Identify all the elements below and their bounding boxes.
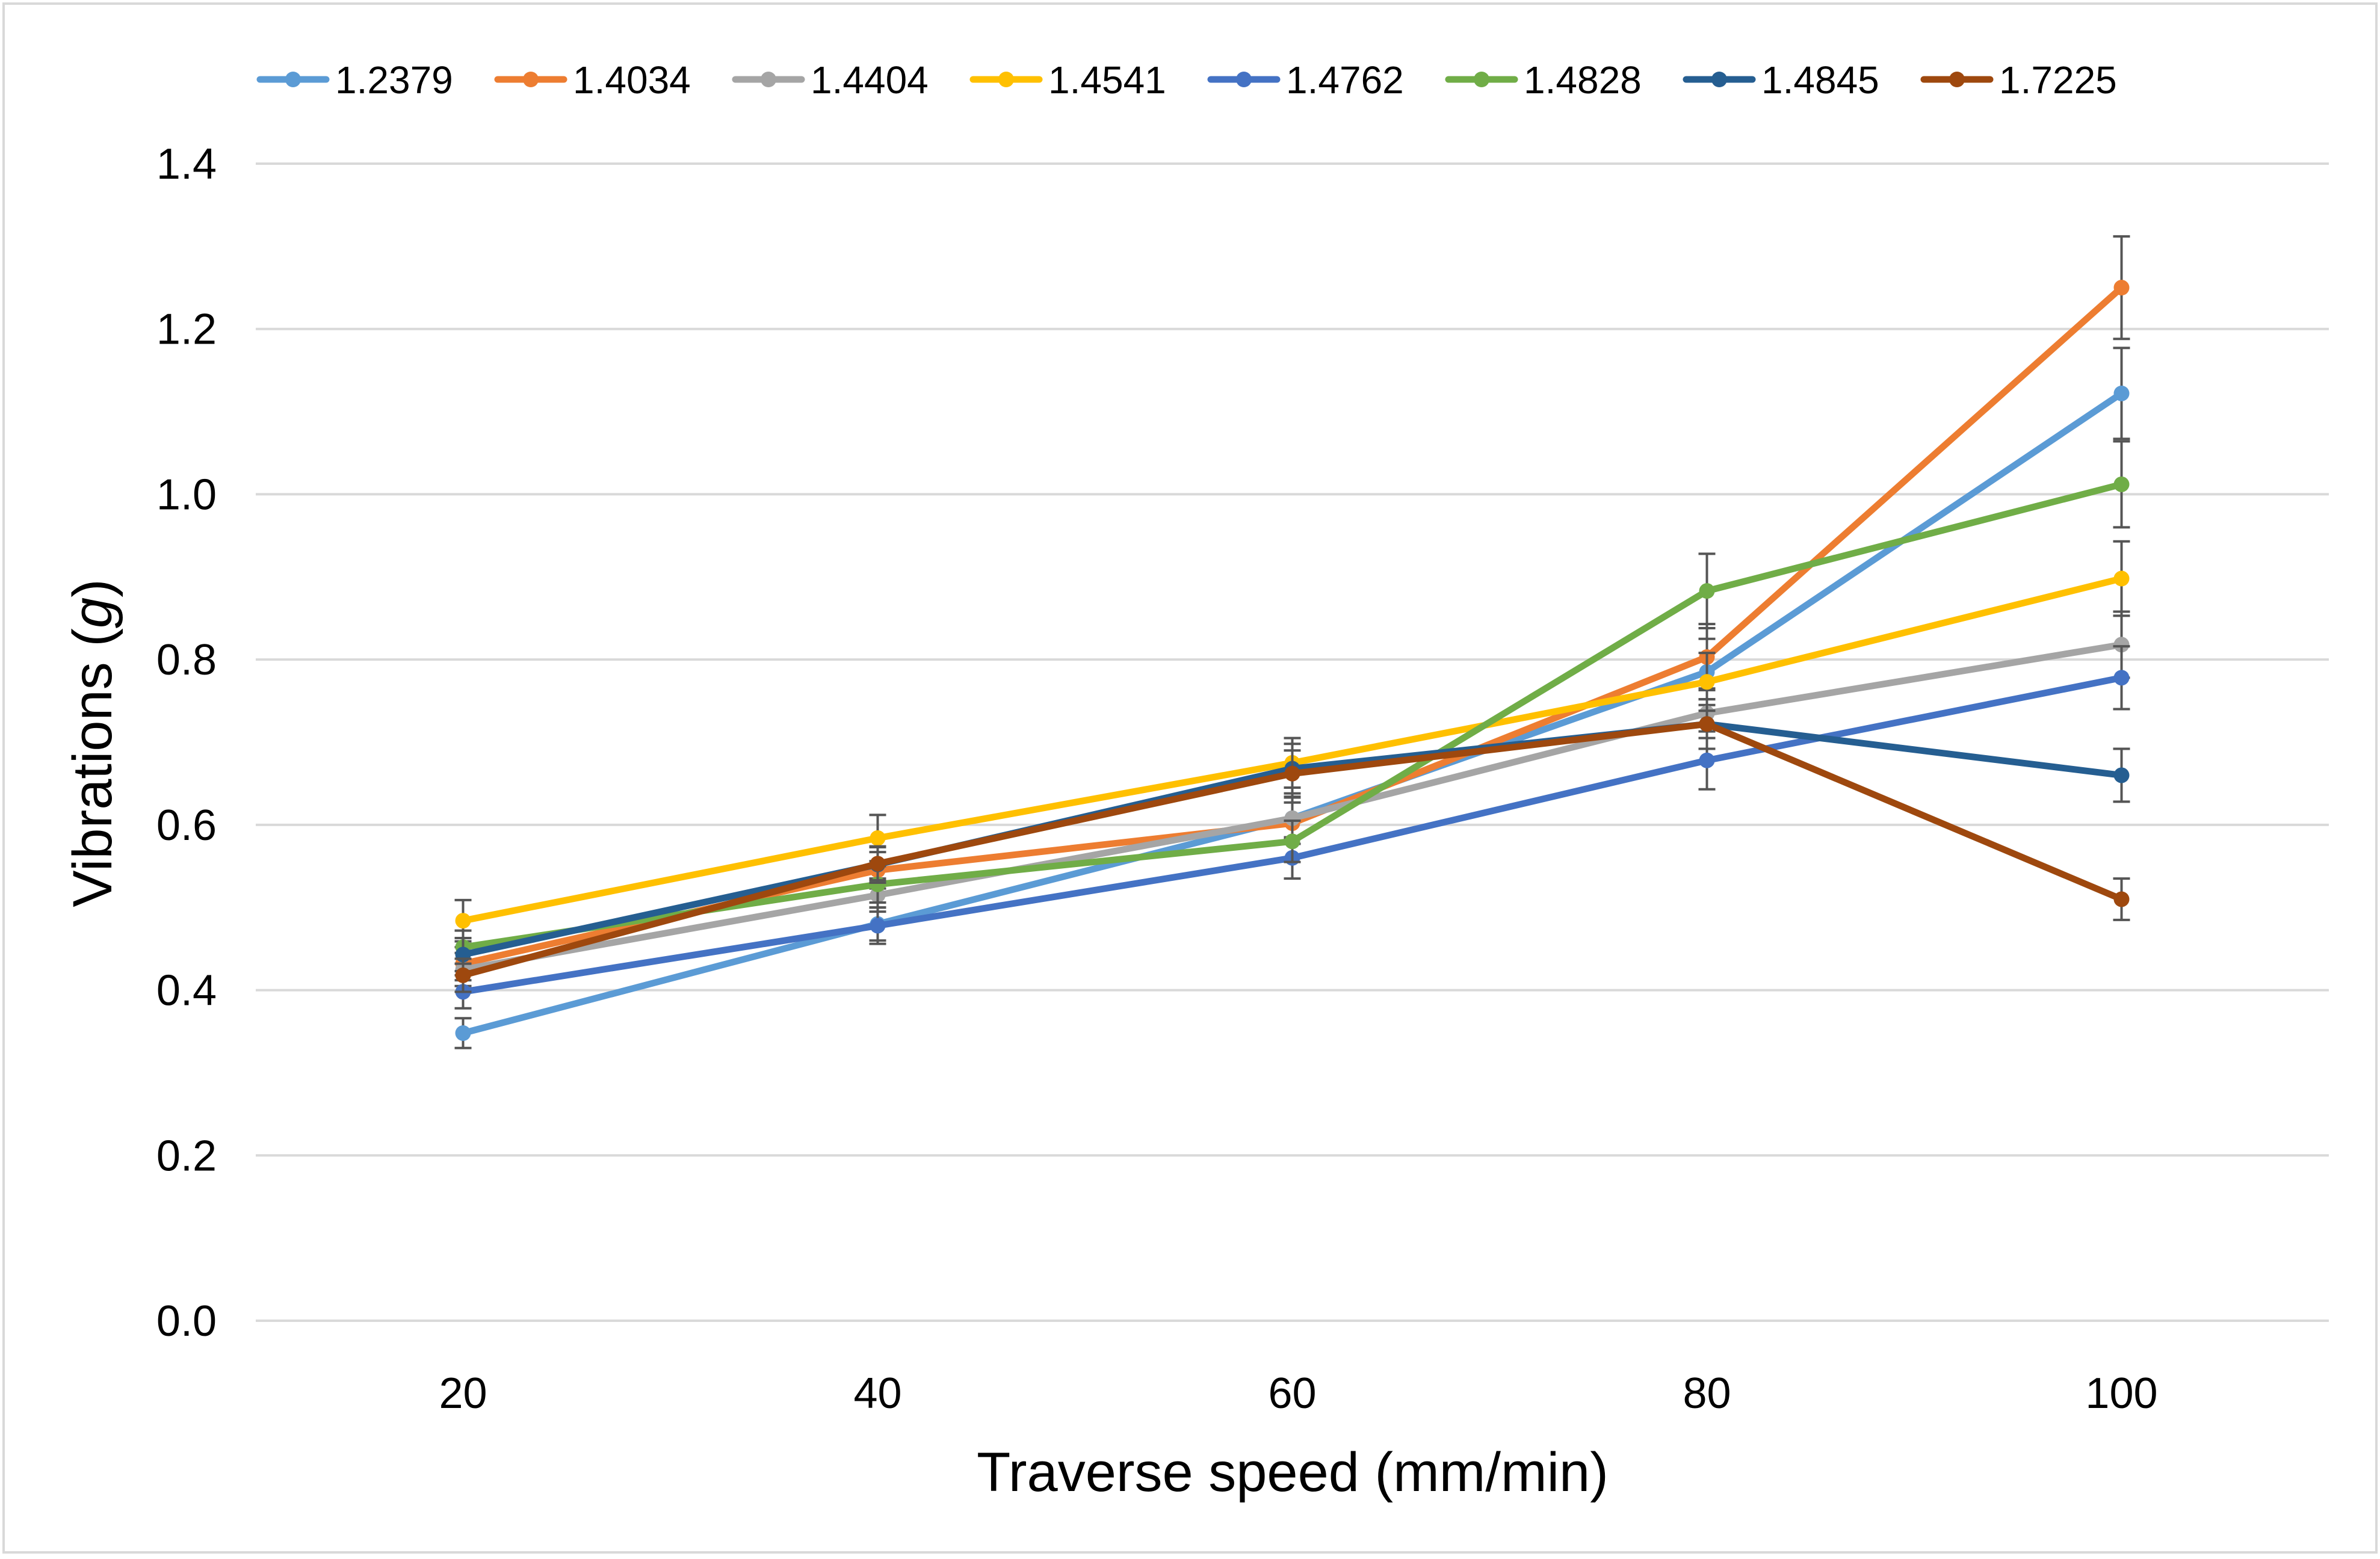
legend-label: 1.4541 bbox=[1048, 58, 1166, 102]
x-tick-label: 100 bbox=[2085, 1369, 2157, 1418]
data-point bbox=[870, 830, 886, 846]
data-point bbox=[870, 918, 886, 934]
legend-label: 1.4845 bbox=[1761, 58, 1879, 102]
legend-label: 1.7225 bbox=[1999, 58, 2117, 102]
y-tick-label: 1.4 bbox=[156, 140, 217, 188]
y-tick-label: 0.2 bbox=[156, 1132, 217, 1180]
y-tick-label: 0.4 bbox=[156, 967, 217, 1015]
data-point bbox=[870, 856, 886, 872]
data-point bbox=[455, 1025, 471, 1041]
legend-entry: 1.4828 bbox=[1445, 58, 1642, 102]
data-point bbox=[1284, 833, 1300, 850]
y-tick-label: 1.2 bbox=[156, 306, 217, 354]
data-point bbox=[455, 913, 471, 929]
legend-swatch-marker bbox=[761, 72, 776, 87]
data-point bbox=[2113, 637, 2130, 653]
legend-entry: 1.4404 bbox=[732, 58, 929, 102]
x-tick-label: 40 bbox=[853, 1369, 901, 1418]
legend-swatch-marker bbox=[1236, 72, 1252, 87]
legend-entry: 1.4541 bbox=[969, 58, 1166, 102]
data-point bbox=[1699, 716, 1715, 732]
legend-label: 1.4762 bbox=[1286, 58, 1404, 102]
data-point bbox=[1284, 765, 1300, 782]
legend-swatch-marker bbox=[1949, 72, 1965, 87]
legend: 1.2379 1.4034 1.4404 1.4541 1.4762 1.4828 1.48… bbox=[256, 58, 2117, 102]
data-point bbox=[1699, 752, 1715, 768]
x-tick-label: 80 bbox=[1683, 1369, 1731, 1418]
legend-label: 1.4034 bbox=[573, 58, 691, 102]
data-point bbox=[2113, 570, 2130, 587]
y-axis-title: Vibrations (g) bbox=[62, 579, 123, 907]
series-1.7225 bbox=[454, 698, 2130, 993]
x-tick-label: 20 bbox=[439, 1369, 487, 1418]
data-series bbox=[454, 235, 2130, 1049]
data-point bbox=[2113, 670, 2130, 686]
x-axis-ticks: 20 40 60 80 100 bbox=[439, 1369, 2157, 1418]
data-point bbox=[455, 967, 471, 983]
y-tick-label: 0.0 bbox=[156, 1297, 217, 1345]
legend-entry: 1.4034 bbox=[494, 58, 691, 102]
data-point bbox=[2113, 891, 2130, 907]
y-axis-ticks: 0.0 0.2 0.4 0.6 0.8 1.0 1.2 1.4 bbox=[156, 140, 217, 1345]
legend-swatch-marker bbox=[523, 72, 539, 87]
x-tick-label: 60 bbox=[1268, 1369, 1316, 1418]
gridlines bbox=[256, 162, 2329, 1322]
legend-entry: 1.7225 bbox=[1920, 58, 2117, 102]
y-tick-label: 0.8 bbox=[156, 636, 217, 684]
legend-entry: 1.4845 bbox=[1683, 58, 1879, 102]
y-tick-label: 0.6 bbox=[156, 801, 217, 850]
legend-swatch-marker bbox=[998, 72, 1014, 87]
y-tick-label: 1.0 bbox=[156, 471, 217, 519]
data-point bbox=[2113, 476, 2130, 492]
data-point bbox=[1699, 674, 1715, 690]
legend-label: 1.4828 bbox=[1524, 58, 1642, 102]
data-point bbox=[2113, 385, 2130, 401]
legend-entry: 1.2379 bbox=[256, 58, 453, 102]
legend-entry: 1.4762 bbox=[1207, 58, 1404, 102]
data-point bbox=[2113, 280, 2130, 296]
legend-swatch-marker bbox=[1474, 72, 1489, 87]
series-1.4404 bbox=[454, 610, 2130, 987]
legend-label: 1.2379 bbox=[335, 58, 453, 102]
x-axis-title: Traverse speed (mm/min) bbox=[977, 1442, 1609, 1503]
data-point bbox=[1284, 810, 1300, 826]
legend-swatch-marker bbox=[1711, 72, 1727, 87]
data-point bbox=[1699, 583, 1715, 599]
data-point bbox=[2113, 767, 2130, 783]
legend-label: 1.4404 bbox=[811, 58, 929, 102]
legend-swatch-marker bbox=[285, 72, 301, 87]
